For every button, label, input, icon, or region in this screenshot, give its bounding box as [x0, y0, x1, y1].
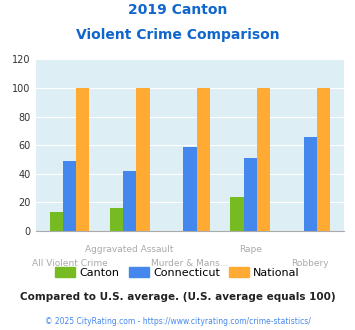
Bar: [230, 197, 244, 231]
Text: All Violent Crime: All Violent Crime: [32, 259, 107, 268]
Text: Violent Crime Comparison: Violent Crime Comparison: [76, 28, 279, 42]
Bar: [257, 88, 270, 231]
Text: Compared to U.S. average. (U.S. average equals 100): Compared to U.S. average. (U.S. average …: [20, 292, 335, 302]
Text: © 2025 CityRating.com - https://www.cityrating.com/crime-statistics/: © 2025 CityRating.com - https://www.city…: [45, 317, 310, 326]
Bar: [183, 147, 197, 231]
Bar: [50, 213, 63, 231]
Bar: [123, 171, 136, 231]
Bar: [317, 88, 330, 231]
Text: Aggravated Assault: Aggravated Assault: [86, 245, 174, 254]
Text: Rape: Rape: [239, 245, 262, 254]
Bar: [136, 88, 149, 231]
Bar: [197, 88, 210, 231]
Bar: [110, 208, 123, 231]
Legend: Canton, Connecticut, National: Canton, Connecticut, National: [51, 263, 304, 282]
Text: 2019 Canton: 2019 Canton: [128, 3, 227, 17]
Bar: [244, 158, 257, 231]
Text: Murder & Mans...: Murder & Mans...: [151, 259, 229, 268]
Text: Robbery: Robbery: [291, 259, 329, 268]
Bar: [63, 161, 76, 231]
Bar: [304, 137, 317, 231]
Bar: [76, 88, 89, 231]
